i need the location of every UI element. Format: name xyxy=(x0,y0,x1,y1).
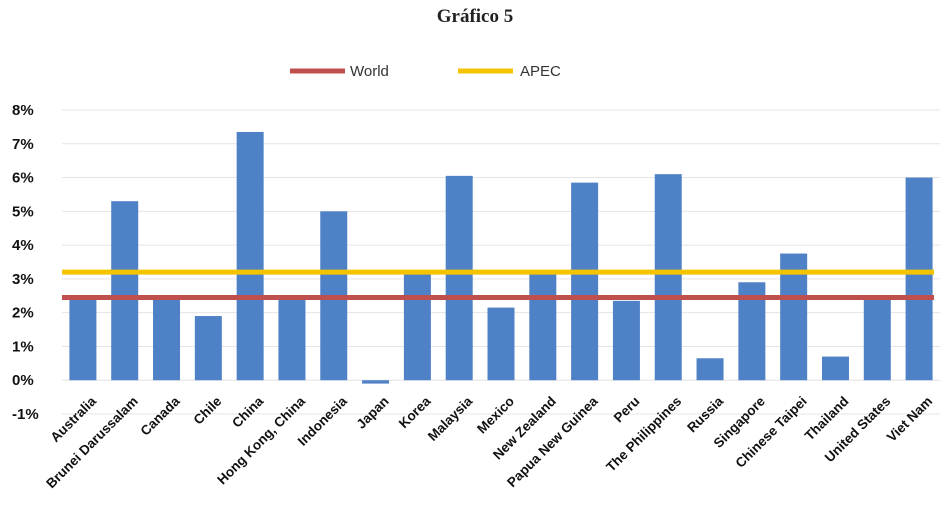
bar-viet-nam xyxy=(905,177,933,381)
bar-mexico xyxy=(487,307,515,381)
y-tick-label: -1% xyxy=(12,406,39,423)
bar-canada xyxy=(153,295,181,381)
bar-the-philippines xyxy=(654,174,682,381)
y-tick-label: 8% xyxy=(12,102,34,119)
legend: World APEC xyxy=(290,63,561,80)
bar-malaysia xyxy=(445,175,473,381)
x-tick-label: Korea xyxy=(396,393,434,431)
bar-chile xyxy=(194,316,222,381)
bar-australia xyxy=(69,295,97,381)
x-tick-label: Malaysia xyxy=(425,393,476,444)
bar-thailand xyxy=(821,356,849,381)
bar-hong-kong-china xyxy=(278,295,306,381)
y-tick-label: 5% xyxy=(12,203,34,220)
y-tick-label: 4% xyxy=(12,237,34,254)
chart-title: Gráfico 5 xyxy=(436,6,514,27)
bar-russia xyxy=(696,358,724,381)
y-tick-label: 3% xyxy=(12,271,34,288)
bars xyxy=(69,131,933,384)
x-tick-label: Chinese Taipei xyxy=(733,394,810,471)
y-tick-label: 6% xyxy=(12,170,34,187)
x-tick-label: The Philippines xyxy=(603,394,684,475)
bar-japan xyxy=(362,380,390,384)
x-tick-label: Canada xyxy=(138,393,183,438)
y-tick-label: 7% xyxy=(12,136,34,153)
bar-papua-new-guinea xyxy=(571,182,599,381)
y-tick-label: 1% xyxy=(12,338,34,355)
y-tick-label: 2% xyxy=(12,305,34,322)
bar-new-zealand xyxy=(529,273,557,381)
x-tick-label: Peru xyxy=(611,394,643,426)
bar-brunei-darussalam xyxy=(111,201,139,381)
bar-united-states xyxy=(863,297,891,381)
apec-legend-label: APEC xyxy=(520,63,561,80)
x-tick-label: Viet Nam xyxy=(884,394,935,445)
bar-peru xyxy=(612,300,640,381)
reference-lines xyxy=(62,269,934,300)
x-tick-label: Japan xyxy=(353,394,391,432)
x-tick-label: Chile xyxy=(191,393,225,427)
bar-china xyxy=(236,131,264,381)
x-tick-label: China xyxy=(229,393,266,430)
y-axis: 8% 7% 6% 5% 4% 3% 2% 1% 0% -1% xyxy=(12,102,39,423)
world-legend-label: World xyxy=(350,63,389,80)
y-tick-label: 0% xyxy=(12,372,34,389)
bar-korea xyxy=(403,273,431,381)
bar-chinese-taipei xyxy=(780,253,808,381)
